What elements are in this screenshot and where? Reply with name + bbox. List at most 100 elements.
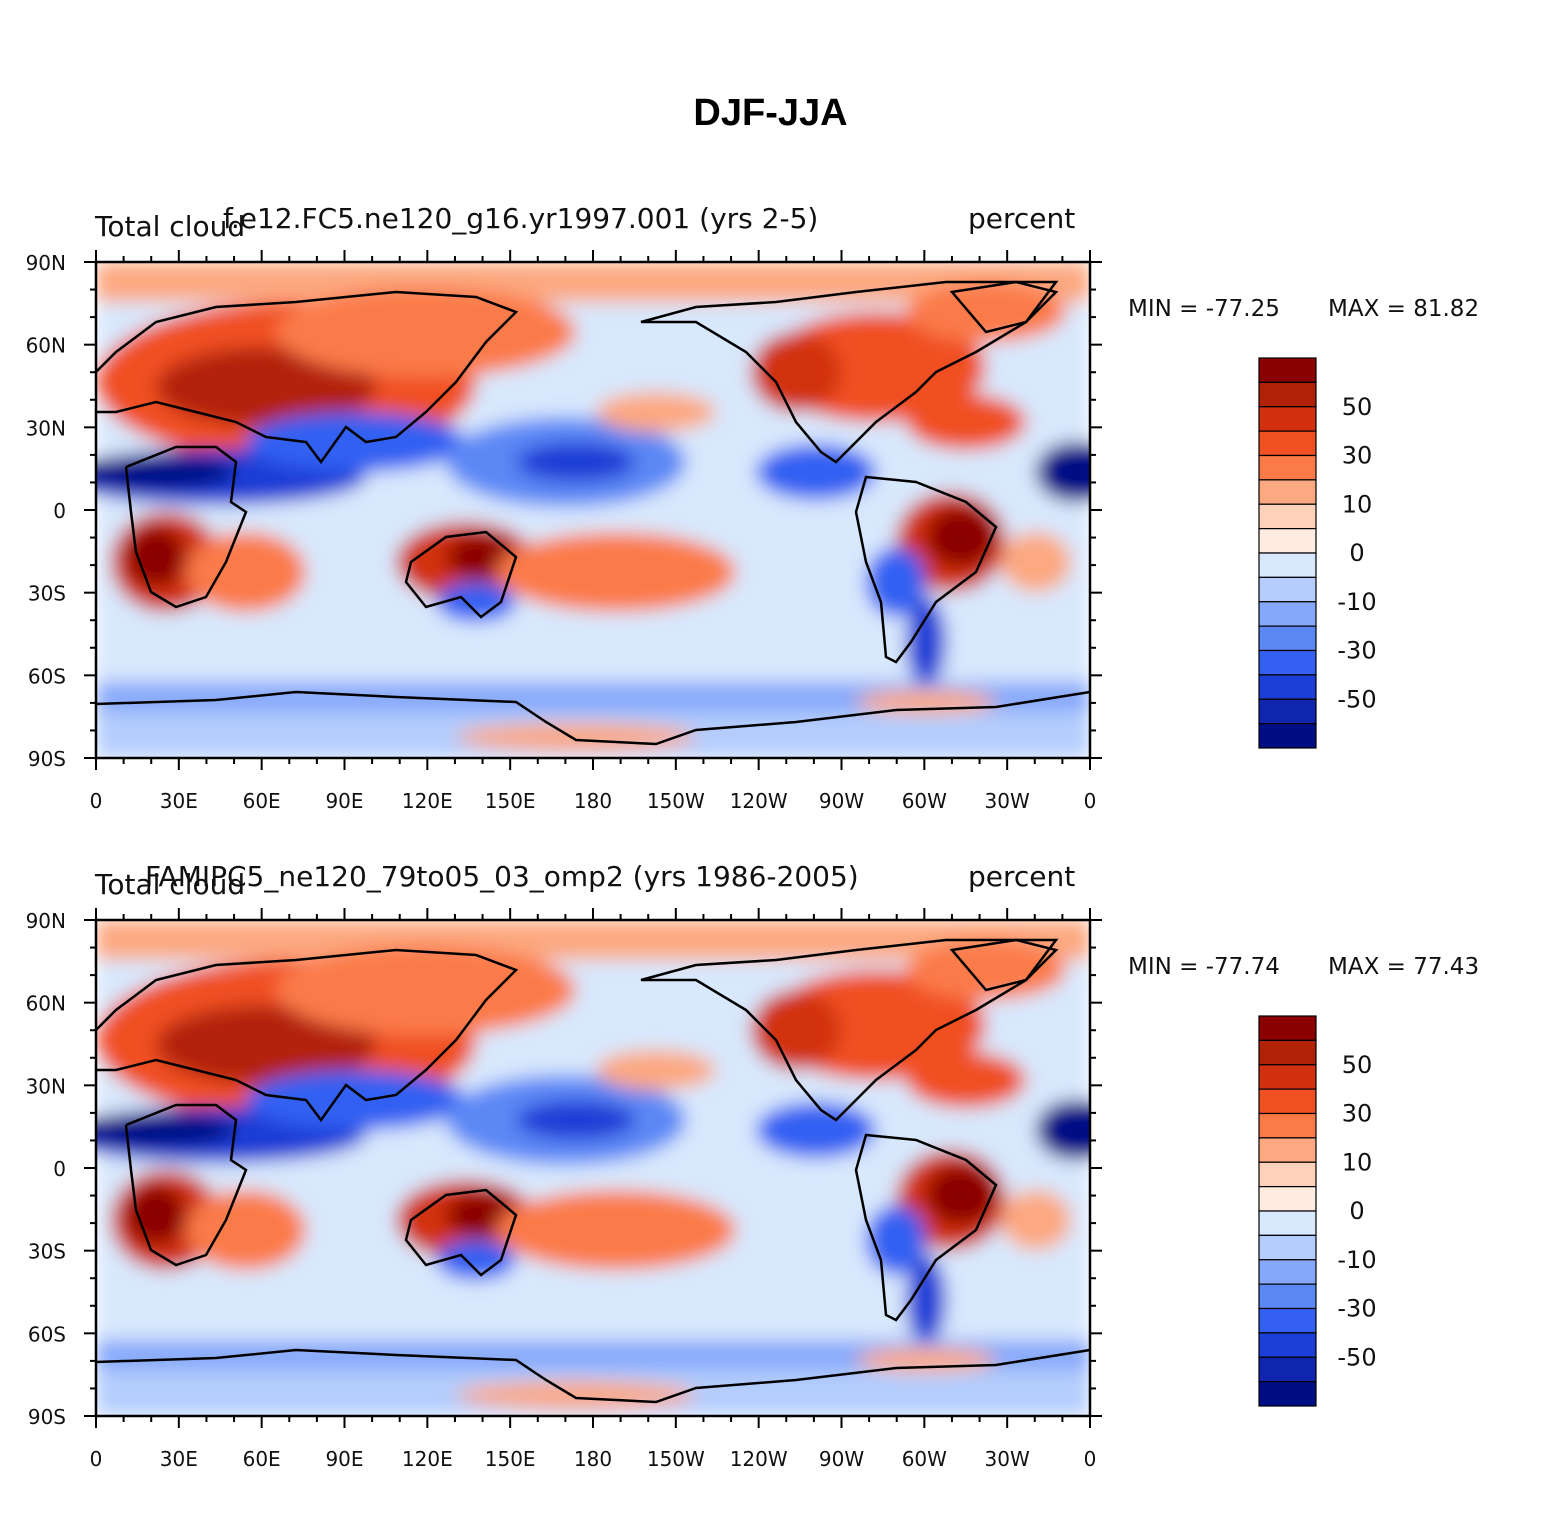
colorbar-box [1258,430,1317,457]
colorbar-box [1258,1088,1317,1115]
figure-title: DJF-JJA [693,92,848,134]
x-tick-label: 150W [647,789,705,813]
colorbar-label: -10 [1337,588,1376,616]
map-panel-2: 0 30E 60E 90E 120E 150E 180 150W 120W 90W 60W 30W 09… [26,908,1377,1471]
colorbar-box [1258,1112,1317,1139]
x-tick-label: 120W [730,789,788,813]
colorbar-label: 10 [1342,490,1373,518]
colorbar-box [1258,1381,1317,1407]
x-tick-label: 180 [574,789,612,813]
panel-1-case-title: f.e12.FC5.ne120_g16.yr1997.001 (yrs 2-5) [223,202,819,235]
coastline-7 [949,280,1059,334]
y-tick-label: 60S [28,1322,66,1346]
coastline-7 [949,938,1059,992]
y-tick-label: 30S [28,582,66,606]
coastline-1 [95,290,519,465]
colorbar-box [1258,1356,1317,1383]
x-tick-label: 120E [402,1447,453,1471]
x-tick-label: 0 [1084,1447,1097,1471]
coastline-3 [404,530,518,619]
colorbar-box [1258,1015,1317,1041]
colorbar-label: 0 [1349,539,1364,567]
x-tick-label: 120W [730,1447,788,1471]
colorbar-box [1258,381,1317,408]
panel-2-min-label: MIN = -77.74 [1128,954,1280,980]
colorbar-box [1258,1234,1317,1261]
colorbar-box [1258,503,1317,530]
colorbar-box [1258,1039,1317,1066]
y-tick-label: 90S [28,747,66,771]
colorbar-box [1258,649,1317,676]
colorbar-box [1258,552,1317,578]
y-tick-label: 90N [26,909,66,933]
colorbar-box [1258,406,1317,432]
x-tick-label: 180 [574,1447,612,1471]
x-tick-label: 150W [647,1447,705,1471]
x-tick-label: 0 [90,789,103,813]
x-tick-label: 120E [402,789,453,813]
y-tick-label: 0 [53,499,66,523]
colorbar-box [1258,1283,1317,1310]
colorbar-box [1258,674,1317,700]
x-tick-label: 30W [985,1447,1030,1471]
colorbar-box [1258,601,1317,627]
colorbar-box [1258,1064,1317,1090]
x-tick-label: 90E [325,1447,363,1471]
panel-2-case-title: FAMIPC5_ne120_79to05_03_omp2 (yrs 1986-2… [145,860,859,893]
panel-1-max-label: MAX = 81.82 [1328,296,1480,322]
panel-2-variable-title: Total cloud [95,868,246,901]
colorbar-label: -30 [1337,637,1376,665]
colorbar-box [1258,1210,1317,1236]
x-tick-label: 150E [485,789,536,813]
coastlines [95,280,1091,746]
colorbar-label: -30 [1337,1295,1376,1323]
coastline-3 [404,1188,518,1277]
colorbar-label: 50 [1342,393,1373,421]
colorbar-label: 50 [1342,1051,1373,1079]
coastline-6 [95,1348,1091,1404]
coastline-6 [95,690,1091,746]
colorbar-label: -10 [1337,1246,1376,1274]
contour-field [96,920,1090,1416]
coastline-2 [124,445,248,609]
x-tick-label: 0 [90,1447,103,1471]
contour-field [96,262,1090,758]
coastline-4 [640,938,1059,1122]
panel-2-units-title: percent [968,860,1076,893]
panel-1-min-label: MIN = -77.25 [1128,296,1280,322]
colorbar-box [1258,625,1317,652]
colorbar-box [1258,1259,1317,1285]
colorbar-label: 10 [1342,1148,1373,1176]
y-tick-label: 60N [26,992,66,1016]
coastline-2 [124,1103,248,1267]
y-tick-label: 60S [28,664,66,688]
x-tick-label: 60W [902,789,947,813]
colorbar-label: 30 [1342,442,1373,470]
y-tick-label: 90N [26,251,66,275]
x-tick-label: 90E [325,789,363,813]
x-tick-label: 60E [243,789,281,813]
colorbar-box [1258,528,1317,554]
x-tick-label: 30E [160,1447,198,1471]
x-tick-label: 30W [985,789,1030,813]
map-panel-1: 0 30E 60E 90E 120E 150E 180 150W 120W 90W 60W 30W 09… [26,250,1377,813]
y-tick-label: 30N [26,416,66,440]
panel-2-max-label: MAX = 77.43 [1328,954,1480,980]
colorbar-box [1258,1332,1317,1358]
colorbar: 50 30 10 0 -10 -30 -50 [1258,357,1377,749]
coastline-4 [640,280,1059,464]
colorbar-label: 0 [1349,1197,1364,1225]
y-tick-label: 90S [28,1405,66,1429]
colorbar-box [1258,1307,1317,1334]
colorbar: 50 30 10 0 -10 -30 -50 [1258,1015,1377,1407]
x-tick-label: 150E [485,1447,536,1471]
panel-1-units-title: percent [968,202,1076,235]
colorbar-box [1258,1161,1317,1188]
y-tick-label: 0 [53,1157,66,1181]
x-tick-label: 90W [819,789,864,813]
x-tick-label: 60W [902,1447,947,1471]
y-tick-label: 60N [26,334,66,358]
x-tick-label: 0 [1084,789,1097,813]
coastline-1 [95,948,519,1123]
